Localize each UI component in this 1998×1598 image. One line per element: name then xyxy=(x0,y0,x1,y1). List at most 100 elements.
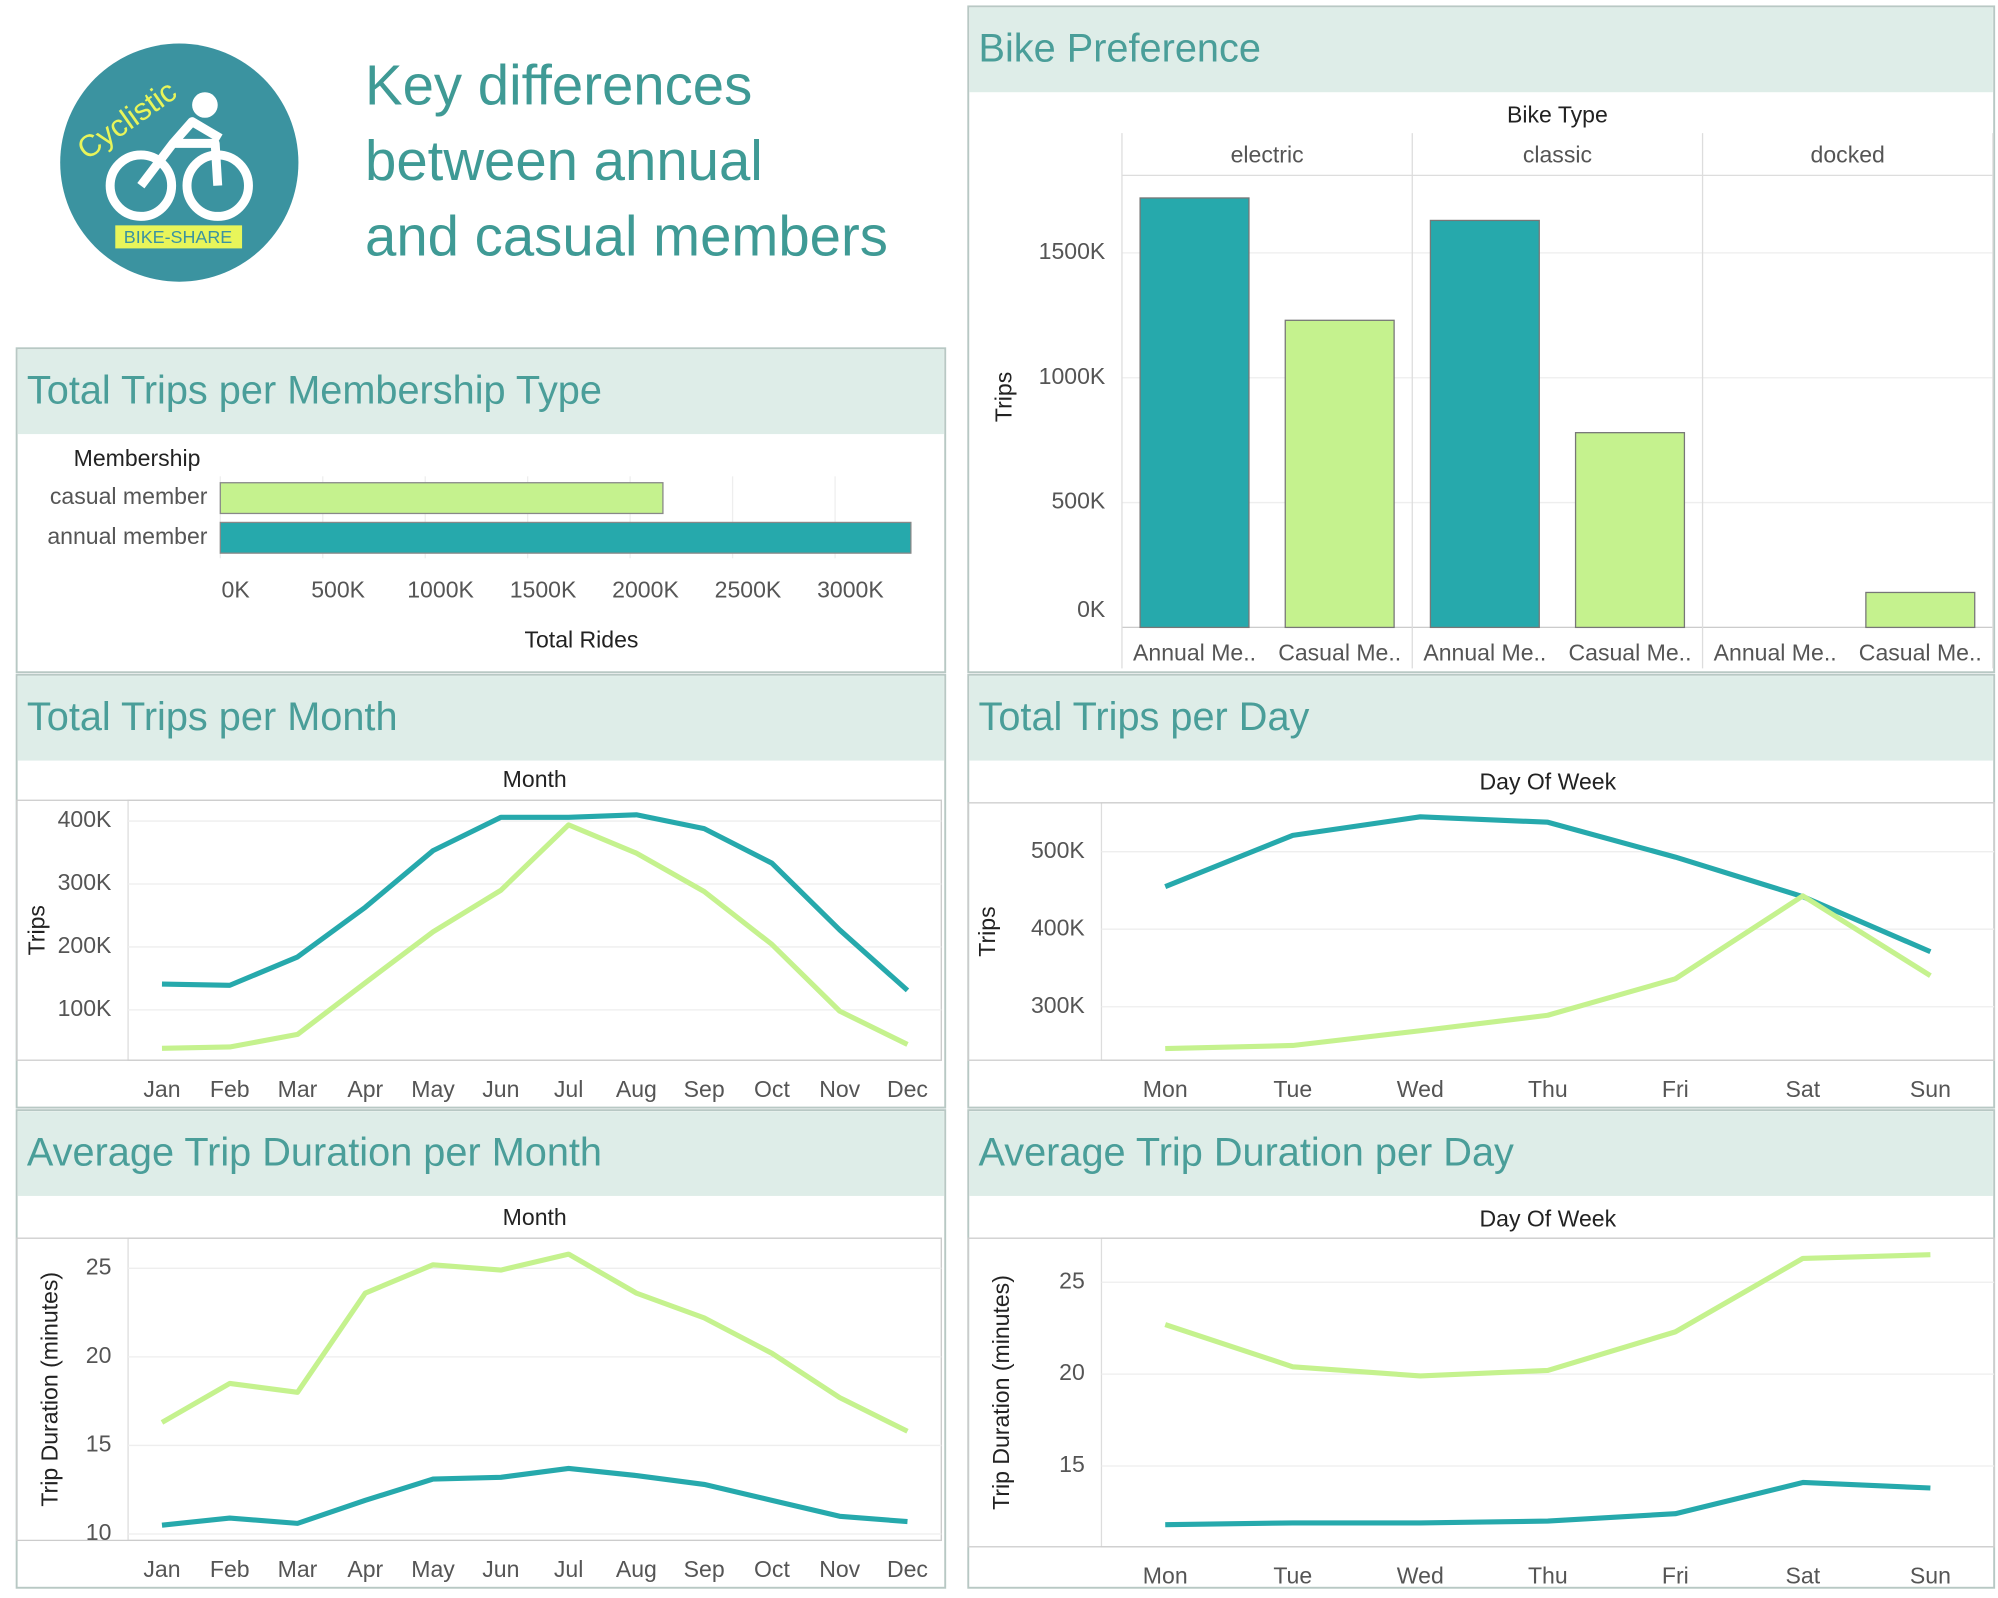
x-tick-label: Jun xyxy=(482,1076,519,1102)
x-tick-label: Aug xyxy=(616,1076,657,1102)
x-tick-label: Apr xyxy=(347,1076,383,1102)
panel-title: Average Trip Duration per Month xyxy=(27,1130,602,1174)
x-tick-label: Aug xyxy=(616,1556,657,1582)
x-tick-label: 2500K xyxy=(715,577,782,603)
x-header: Day Of Week xyxy=(1479,769,1616,795)
x-tick-label: Casual Me.. xyxy=(1278,639,1401,665)
logo-tag-bg xyxy=(115,225,243,249)
x-tick-label: Mar xyxy=(278,1076,318,1102)
y-tick-label: 0K xyxy=(1077,596,1106,622)
y-tick-label: 400K xyxy=(1031,914,1085,940)
rider-body xyxy=(137,117,223,189)
line xyxy=(161,812,910,993)
x-tick-label: Wed xyxy=(1397,1076,1444,1102)
y-tick-label: 200K xyxy=(58,932,112,958)
y-tick-label: 20 xyxy=(1059,1359,1085,1385)
y-tick-label: 100K xyxy=(58,995,112,1021)
x-tick-label: Fri xyxy=(1662,1076,1689,1102)
x-tick-label: Jun xyxy=(482,1556,519,1582)
panel-title: Bike Preference xyxy=(979,27,1261,71)
bar xyxy=(1865,591,1976,629)
x-tick-label: Fri xyxy=(1662,1563,1689,1589)
panel-title: Total Trips per Day xyxy=(979,695,1310,739)
x-tick-label: 0K xyxy=(222,577,251,603)
x-tick-label: Tue xyxy=(1273,1076,1312,1102)
line xyxy=(160,1251,909,1434)
bar xyxy=(219,482,664,515)
dashboard-title: between annual xyxy=(365,129,763,192)
x-tick-label: Dec xyxy=(887,1556,928,1582)
y-axis-label: Trip Duration (minutes) xyxy=(36,1272,62,1507)
x-tick-label: Sun xyxy=(1910,1563,1951,1589)
x-tick-label: May xyxy=(411,1076,455,1102)
x-header: Month xyxy=(503,766,567,792)
panel-title-band xyxy=(17,676,944,761)
x-tick-label: Mon xyxy=(1143,1563,1188,1589)
x-header: Day Of Week xyxy=(1479,1205,1616,1231)
x-tick-label: Annual Me.. xyxy=(1714,639,1837,665)
x-tick-label: Casual Me.. xyxy=(1859,639,1982,665)
panel-title: Total Trips per Membership Type xyxy=(27,369,602,413)
bar xyxy=(219,521,912,554)
y-tick-label: 400K xyxy=(58,806,112,832)
y-axis-label: Trips xyxy=(24,905,50,955)
axis-frame xyxy=(967,1237,1995,1548)
x-header: Month xyxy=(503,1204,567,1230)
logo-circle xyxy=(60,43,299,282)
y-tick-label: 300K xyxy=(1031,992,1085,1018)
y-axis-label: Trips xyxy=(990,372,1016,422)
y-axis-label: Trips xyxy=(974,906,1000,956)
logo-tag: BIKE-SHARE xyxy=(124,227,233,247)
y-tick-label: annual member xyxy=(47,523,207,549)
panel-title: Average Trip Duration per Day xyxy=(979,1130,1515,1174)
x-tick-label: Oct xyxy=(754,1556,790,1582)
y-tick-label: 1500K xyxy=(1039,238,1106,264)
facet-label: docked xyxy=(1811,141,1885,167)
x-tick-label: Wed xyxy=(1397,1563,1444,1589)
x-tick-label: Thu xyxy=(1528,1076,1568,1102)
line xyxy=(1165,893,1932,1052)
x-tick-label: Dec xyxy=(887,1076,928,1102)
dashboard-title: and casual members xyxy=(365,205,888,268)
y-tick-label: 15 xyxy=(86,1431,112,1457)
rider-head xyxy=(192,92,218,118)
x-tick-label: 1000K xyxy=(407,577,474,603)
x-tick-label: 500K xyxy=(311,577,365,603)
x-tick-label: Sat xyxy=(1786,1563,1821,1589)
dashboard-title: Key differences xyxy=(365,54,752,117)
x-tick-label: Sun xyxy=(1910,1076,1951,1102)
logo: BIKE-SHARE Cyclistic xyxy=(60,43,299,282)
x-tick-label: Sep xyxy=(684,1076,725,1102)
x-tick-label: Nov xyxy=(819,1076,860,1102)
x-tick-label: Mar xyxy=(278,1556,318,1582)
x-tick-label: Feb xyxy=(210,1556,250,1582)
x-axis-label: Total Rides xyxy=(524,627,638,653)
x-tick-label: Mon xyxy=(1143,1076,1188,1102)
panel-title-band xyxy=(969,7,1993,93)
x-tick-label: 3000K xyxy=(817,577,884,603)
x-tick-label: Jul xyxy=(554,1556,583,1582)
x-tick-label: 2000K xyxy=(612,577,679,603)
y-tick-label: 1000K xyxy=(1039,363,1106,389)
x-tick-label: Jan xyxy=(143,1076,180,1102)
line xyxy=(1164,1252,1931,1379)
panel-title: Total Trips per Month xyxy=(27,695,398,739)
y-tick-label: 10 xyxy=(86,1519,112,1545)
x-tick-label: Feb xyxy=(210,1076,250,1102)
x-tick-label: Jan xyxy=(143,1556,180,1582)
x-tick-label: Thu xyxy=(1528,1563,1568,1589)
x-tick-label: Sat xyxy=(1786,1076,1821,1102)
y-tick-label: casual member xyxy=(50,483,208,509)
x-tick-label: Jul xyxy=(554,1076,583,1102)
panel-title-band xyxy=(969,676,1993,761)
y-tick-label: 25 xyxy=(1059,1267,1085,1293)
category-header: Membership xyxy=(74,445,201,471)
facet-label: classic xyxy=(1523,141,1592,167)
x-tick-label: Tue xyxy=(1273,1563,1312,1589)
facet-header: Bike Type xyxy=(1507,102,1608,128)
x-tick-label: Oct xyxy=(754,1076,790,1102)
axis-frame xyxy=(16,1237,943,1542)
x-tick-label: 1500K xyxy=(510,577,577,603)
panel-title-band xyxy=(17,1111,944,1196)
